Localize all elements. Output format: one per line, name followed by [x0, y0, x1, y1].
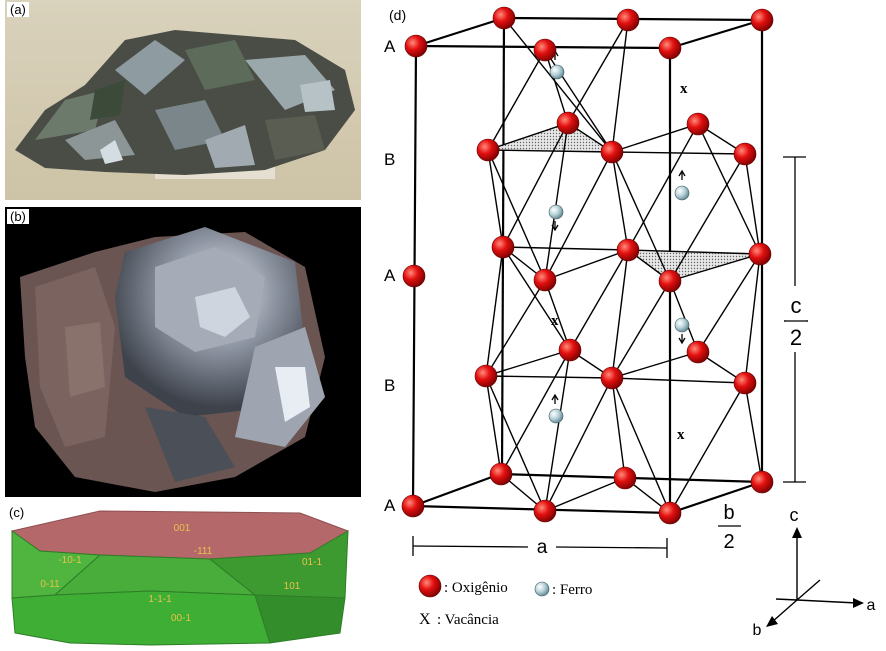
oxygen-atom: [658, 36, 682, 60]
b-half-numerator: b: [723, 502, 734, 524]
c-half-denominator: 2: [790, 325, 802, 350]
oxygen-atom: [556, 111, 580, 135]
label-front-left: 1-1-1: [148, 594, 172, 605]
crystal-habit-drawing: 001 -10-1 -111 01-1 0-11 1-1-1 00-1 101: [10, 510, 350, 646]
oxygen-atom: [658, 501, 682, 525]
c-half-numerator: c: [791, 293, 802, 318]
layer-label: B: [384, 150, 395, 169]
oxygen-atom: [404, 34, 428, 58]
legend-vacancy-label: : Vacância: [437, 612, 499, 628]
mineral-specimen-b: [5, 207, 361, 497]
oxygen-atom: [750, 470, 774, 494]
legend-oxygen-swatch: [418, 574, 442, 598]
layer-label: A: [384, 496, 396, 515]
oxygen-atom: [750, 8, 774, 32]
legend-vacancy-symbol: X: [419, 611, 431, 628]
legend-iron-swatch: [534, 581, 550, 597]
layer-label: A: [384, 37, 396, 56]
b-half-denominator: 2: [723, 531, 734, 553]
oxygen-atom: [474, 364, 498, 388]
iron-atoms: [548, 64, 690, 424]
layer-label: A: [384, 266, 396, 285]
mineral-specimen-a: [5, 0, 361, 200]
label-front-mid: 00-1: [171, 613, 191, 624]
label-left: 0-11: [40, 579, 60, 590]
shared-face-lower: [627, 249, 761, 282]
oxygen-atom: [489, 462, 513, 486]
label-001: 001: [174, 523, 191, 534]
oxygen-atom: [600, 366, 624, 390]
oxygen-atom: [492, 6, 516, 30]
shared-face-upper: [487, 122, 613, 153]
octahedra-bonds: [485, 17, 763, 514]
panel-label-a: (a): [7, 2, 29, 17]
crystal-habit-c: 001 -10-1 -111 01-1 0-11 1-1-1 00-1 101 …: [0, 503, 365, 651]
vacancy-mark: x: [551, 313, 559, 329]
a-dimension-label: a: [537, 537, 548, 558]
photo-a: (a): [5, 0, 361, 200]
label-upper-right: 01-1: [302, 557, 322, 568]
axis-a-label: a: [867, 597, 876, 614]
oxygen-atom: [533, 268, 557, 292]
panel-label-b: (b): [7, 209, 29, 224]
oxygen-atom: [686, 340, 710, 364]
face-top: [10, 510, 350, 560]
oxygen-atom: [533, 499, 557, 523]
label-right: 101: [284, 581, 301, 592]
iron-atom: [548, 204, 564, 220]
axis-c-label: c: [790, 505, 799, 525]
oxygen-atom: [616, 238, 640, 262]
face-lower-right: [254, 594, 346, 644]
oxygen-atom: [748, 242, 772, 266]
axis-triad: [766, 527, 864, 627]
oxygen-atom: [686, 112, 710, 136]
oxygen-atom: [733, 142, 757, 166]
a-dimension: [412, 536, 668, 558]
iron-atom: [674, 185, 690, 201]
oxygen-atom: [401, 494, 425, 518]
oxygen-atom: [558, 338, 582, 362]
label-upper-left: -10-1: [58, 555, 82, 566]
label-upper-mid: -111: [194, 546, 213, 557]
layer-label: B: [384, 376, 395, 395]
oxygen-atom: [616, 8, 640, 32]
legend-iron-label: : Ferro: [552, 582, 592, 598]
face-upper-right: [208, 530, 349, 599]
oxygen-atoms: [401, 6, 774, 525]
legend-oxygen-label: : Oxigênio: [444, 580, 508, 596]
face-lower-front: [11, 590, 271, 646]
vacancy-mark: x: [680, 81, 688, 97]
oxygen-atom: [658, 269, 682, 293]
vacancy-mark: x: [677, 427, 685, 443]
oxygen-atom: [491, 235, 515, 259]
crystal-structure-d: (d): [384, 6, 876, 639]
iron-atom: [549, 64, 565, 80]
oxygen-atom: [600, 140, 624, 164]
oxygen-atom: [733, 371, 757, 395]
oxygen-atom: [613, 466, 637, 490]
oxygen-atom: [402, 264, 426, 288]
panel-label-c: (c): [9, 505, 25, 520]
iron-atom: [674, 317, 690, 333]
axis-b-label: b: [753, 622, 762, 639]
oxygen-atom: [476, 138, 500, 162]
photo-b: (b): [5, 207, 361, 497]
iron-arrows: [551, 49, 686, 404]
oxygen-atom: [533, 38, 557, 62]
iron-atom: [548, 408, 564, 424]
panel-label-d: (d): [389, 7, 406, 23]
